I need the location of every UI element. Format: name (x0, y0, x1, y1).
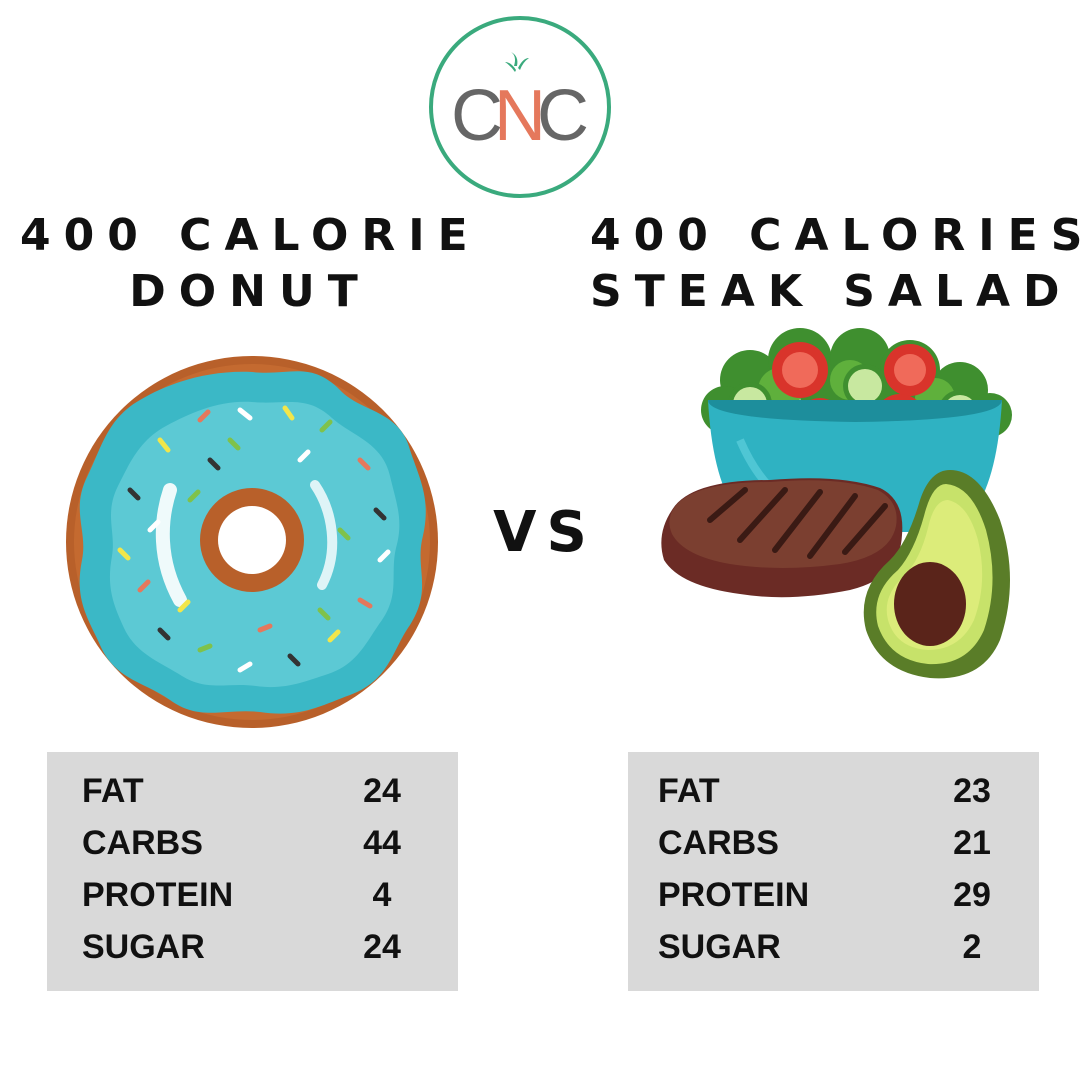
donut-nutrition-table: FAT 24 CARBS 44 PROTEIN 4 SUGAR 24 (47, 752, 458, 991)
steak-salad-illustration (661, 328, 1012, 679)
table-row: CARBS 21 (628, 824, 1039, 876)
nutrient-label: FAT (658, 772, 720, 810)
table-row: PROTEIN 29 (628, 876, 1039, 928)
table-row: SUGAR 24 (47, 928, 458, 980)
nutrient-value: 2 (962, 928, 982, 966)
donut-heading-line-2: DONUT (129, 266, 371, 317)
nutrient-value: 44 (363, 824, 401, 862)
nutrient-value: 4 (372, 876, 392, 914)
vs-label: VS (493, 500, 597, 565)
logo-letter-c1: C (451, 76, 503, 156)
nutrient-label: SUGAR (658, 928, 781, 966)
donut-heading-line-1: 400 CALORIE (20, 210, 481, 261)
nutrient-value: 21 (953, 824, 991, 862)
nutrient-value: 24 (363, 928, 401, 966)
table-row: CARBS 44 (47, 824, 458, 876)
nutrient-label: FAT (82, 772, 144, 810)
nutrient-label: CARBS (82, 824, 203, 862)
nutrient-label: SUGAR (82, 928, 205, 966)
nutrient-label: PROTEIN (82, 876, 234, 914)
nutrient-label: PROTEIN (658, 876, 810, 914)
salad-nutrition-table: FAT 23 CARBS 21 PROTEIN 29 SUGAR 2 (628, 752, 1039, 991)
cnc-logo: C N C (429, 16, 611, 198)
nutrient-value: 23 (953, 772, 991, 810)
nutrient-value: 24 (363, 772, 401, 810)
table-row: FAT 23 (628, 772, 1039, 824)
table-row: FAT 24 (47, 772, 458, 824)
table-row: PROTEIN 4 (47, 876, 458, 928)
nutrient-value: 29 (953, 876, 991, 914)
salad-heading-line-1: 400 CALORIES (590, 210, 1080, 261)
logo-letter-n: N (494, 76, 546, 156)
table-row: SUGAR 2 (628, 928, 1039, 980)
salad-heading-line-2: STEAK SALAD (590, 266, 1073, 317)
donut-illustration (66, 356, 438, 728)
salad-heading: 400 CALORIES STEAK SALAD (590, 208, 1080, 320)
logo-letter-c2: C (537, 76, 589, 156)
nutrient-label: CARBS (658, 824, 779, 862)
donut-heading: 400 CALORIE DONUT (20, 208, 480, 320)
